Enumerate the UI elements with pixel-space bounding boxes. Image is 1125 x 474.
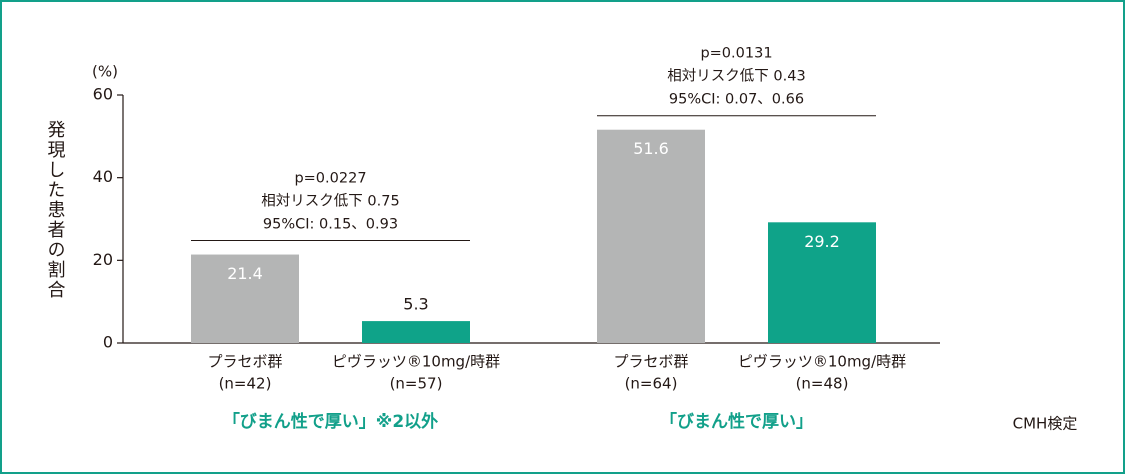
group-label: 「びまん性で厚い」※2以外 <box>223 411 438 432</box>
footnote: CMH検定 <box>1013 415 1078 433</box>
y-tick-label: 20 <box>93 250 113 269</box>
group-label: 「びまん性で厚い」 <box>660 411 813 432</box>
category-label: (n=42) <box>219 375 272 393</box>
y-unit: (%) <box>92 63 118 81</box>
y-tick-label: 0 <box>103 333 113 352</box>
annotation: p=0.0227 <box>294 171 366 187</box>
bar <box>362 321 470 343</box>
value-label: 51.6 <box>633 139 669 158</box>
value-label: 5.3 <box>403 295 428 314</box>
category-label: (n=48) <box>796 375 849 393</box>
annotation: 95%CI: 0.07、0.66 <box>669 92 804 108</box>
annotation: 95%CI: 0.15、0.93 <box>263 217 398 233</box>
category-label: ピヴラッツ®10mg/時群 <box>738 353 906 371</box>
category-label: プラセボ群 <box>613 353 688 371</box>
annotation: 相対リスク低下 0.43 <box>667 68 805 85</box>
annotation: 相対リスク低下 0.75 <box>261 193 399 210</box>
bar <box>768 222 876 343</box>
bar <box>191 254 299 343</box>
category-label: (n=57) <box>390 375 443 393</box>
bar <box>597 129 705 343</box>
value-label: 29.2 <box>804 232 840 251</box>
annotation: p=0.0131 <box>700 46 772 62</box>
y-tick-label: 60 <box>93 85 113 104</box>
y-tick-label: 40 <box>93 167 113 186</box>
category-label: (n=64) <box>625 375 678 393</box>
value-label: 21.4 <box>227 264 263 283</box>
y-axis-label: 発現した患者の割合 <box>45 120 66 300</box>
category-label: ピヴラッツ®10mg/時群 <box>332 353 500 371</box>
category-label: プラセボ群 <box>207 353 282 371</box>
